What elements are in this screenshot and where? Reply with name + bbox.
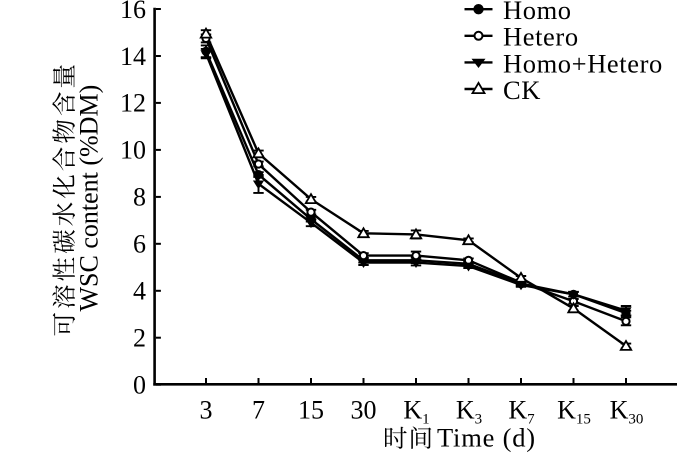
svg-text:K15: K15 [557,396,591,428]
svg-text:10: 10 [120,136,146,165]
svg-text:14: 14 [120,42,146,71]
svg-text:12: 12 [120,89,146,118]
svg-text:K7: K7 [508,396,535,428]
svg-text:30: 30 [351,396,377,425]
svg-text:15: 15 [298,396,324,425]
svg-text:Homo: Homo [503,0,572,25]
svg-text:6: 6 [133,230,146,259]
svg-text:4: 4 [133,277,146,306]
svg-text:Homo+Hetero: Homo+Hetero [503,48,663,78]
svg-text:16: 16 [120,0,146,24]
svg-text:3: 3 [200,396,213,425]
svg-text:7: 7 [252,396,265,425]
svg-text:0: 0 [133,371,146,400]
svg-text:Time (d): Time (d) [437,423,536,453]
svg-text:WSC content (%DM): WSC content (%DM) [75,85,104,312]
svg-text:2: 2 [133,324,146,353]
svg-text:8: 8 [133,183,146,212]
svg-text:Hetero: Hetero [503,22,579,52]
svg-text:CK: CK [503,75,541,105]
